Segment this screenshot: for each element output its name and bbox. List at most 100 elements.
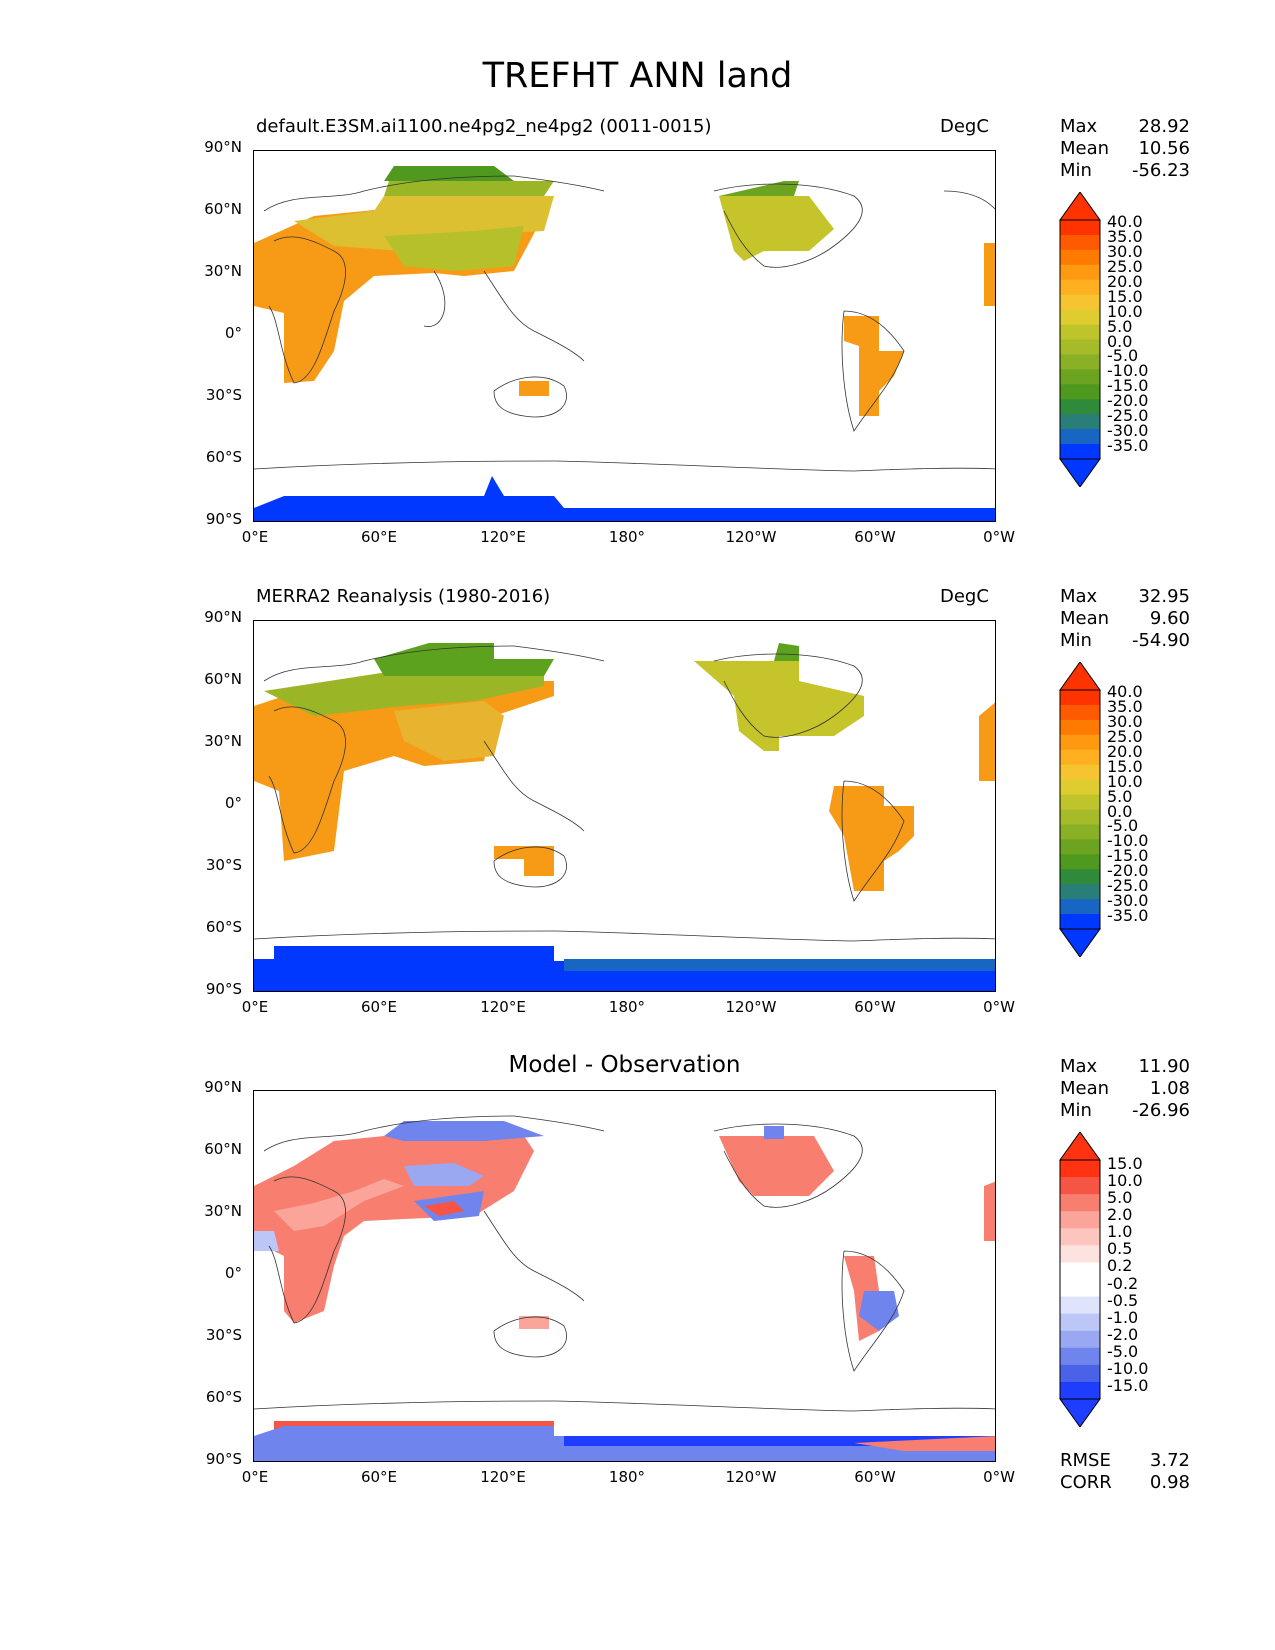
stat-label: Mean <box>1060 138 1110 159</box>
colorbar-swatch <box>1060 809 1100 825</box>
colorbar-frame <box>1059 219 1101 460</box>
colorbar-swatch <box>1060 914 1100 930</box>
colorbar-swatch <box>1060 429 1100 445</box>
lat-label: 60°N <box>204 670 242 688</box>
panel-title: default.E3SM.ai1100.ne4pg2_ne4pg2 (0011-… <box>256 116 712 137</box>
stat-label: Min <box>1060 1100 1092 1121</box>
stat-label: Max <box>1060 1056 1098 1077</box>
stat-value: -26.96 <box>1131 1100 1190 1121</box>
lon-label: 0°E <box>241 1468 269 1486</box>
lon-label: 120°E <box>480 998 526 1016</box>
colorbar-tick-label: 20.0 <box>1107 741 1143 761</box>
colorbar-bottom-cap <box>1059 458 1101 487</box>
colorbar-tick-label: 0.0 <box>1107 801 1133 821</box>
lon-label: 120°W <box>725 1468 777 1486</box>
lat-label: 30°N <box>204 262 242 280</box>
lat-label: 90°N <box>204 608 242 626</box>
lat-label: 0° <box>224 1264 242 1282</box>
colorbar-swatch <box>1060 734 1100 751</box>
colorbar-tick-label: 5.0 <box>1107 786 1133 806</box>
stat-value: 3.72 <box>1149 1450 1190 1471</box>
colorbar-tick-label: -10.0 <box>1107 831 1149 851</box>
diff-field-africa-light <box>254 1231 279 1251</box>
colorbar-tick-label: 5.0 <box>1107 1188 1133 1208</box>
colorbar-tick-label: 10.0 <box>1107 771 1143 791</box>
colorbar-swatch <box>1060 264 1100 281</box>
colorbar-swatch <box>1060 1313 1100 1332</box>
field-namerica <box>719 196 834 261</box>
colorbar-swatch <box>1060 1194 1100 1212</box>
colorbar-swatch <box>1060 794 1100 810</box>
colorbar-tick-label: -5.0 <box>1107 346 1139 366</box>
colorbar-tick-label: -1.0 <box>1107 1307 1139 1327</box>
lat-label: 60°S <box>205 448 242 466</box>
colorbar-swatch <box>1060 369 1100 385</box>
difference-map <box>253 1090 996 1462</box>
colorbar-bottom-cap <box>1059 928 1101 957</box>
field-eurasia-north <box>264 671 544 716</box>
diff-field-east-edge <box>984 1181 995 1241</box>
colorbar-swatch <box>1060 884 1100 900</box>
lon-label: 0°E <box>241 998 269 1016</box>
lon-label: 120°W <box>725 528 777 546</box>
field-samerica <box>844 316 904 416</box>
lat-label: 60°S <box>205 1388 242 1406</box>
colorbar-swatch <box>1060 354 1100 370</box>
colorbar-tick-label: 0.0 <box>1107 331 1133 351</box>
colorbar-tick-label: -35.0 <box>1107 906 1149 926</box>
stat-label: Min <box>1060 160 1092 181</box>
colorbar-tick-label: 35.0 <box>1107 226 1143 246</box>
model-panel: default.E3SM.ai1100.ne4pg2_ne4pg2 (0011-… <box>0 116 1275 610</box>
colorbar-bottom-cap <box>1059 1398 1101 1427</box>
lon-label: 60°W <box>854 528 896 546</box>
difference-map-canvas <box>254 1115 995 1461</box>
panel-title: MERRA2 Reanalysis (1980-2016) <box>256 586 551 607</box>
stat-label: Min <box>1060 630 1092 651</box>
colorbar-swatch <box>1060 294 1100 311</box>
colorbar-swatch <box>1060 704 1100 721</box>
colorbar-swatch <box>1060 399 1100 415</box>
field-siberia <box>384 181 554 196</box>
field-australia <box>494 846 554 876</box>
colorbar-swatch <box>1060 234 1100 251</box>
colorbar-tick-label: 30.0 <box>1107 241 1143 261</box>
colorbar-swatch <box>1060 1177 1100 1195</box>
colorbar-tick-label: -0.5 <box>1107 1290 1139 1310</box>
colorbar-tick-label: 15.0 <box>1107 286 1143 306</box>
colorbar-tick-label: 5.0 <box>1107 316 1133 336</box>
diff-field-namerica <box>719 1136 834 1196</box>
lon-label: 0°E <box>241 528 269 546</box>
lat-label: 30°S <box>205 386 242 404</box>
diff-field-australia <box>519 1316 549 1329</box>
stat-value: 1.08 <box>1149 1078 1190 1099</box>
colorbar-tick-label: 40.0 <box>1107 682 1143 701</box>
colorbar-swatch <box>1060 779 1100 796</box>
stat-value: 11.90 <box>1138 1056 1190 1077</box>
colorbar-tick-label: -25.0 <box>1107 406 1149 426</box>
colorbar-tick-label: 10.0 <box>1107 1171 1143 1191</box>
lat-label: 90°S <box>205 1450 242 1468</box>
colorbar-swatch <box>1060 1160 1100 1178</box>
colorbar-swatch <box>1060 384 1100 400</box>
colorbar-swatch <box>1060 324 1100 340</box>
lat-label: 90°S <box>205 980 242 998</box>
lon-label: 60°E <box>360 998 398 1016</box>
colorbar-swatch <box>1060 309 1100 326</box>
colorbar-tick-label: -10.0 <box>1107 1358 1149 1378</box>
lat-label: 60°N <box>204 200 242 218</box>
model-map-canvas <box>254 166 995 521</box>
lon-label: 0°W <box>983 1468 1015 1486</box>
colorbar-tick-label: -10.0 <box>1107 361 1149 381</box>
stat-value: 32.95 <box>1138 586 1190 607</box>
diff-field-tibet-warm <box>424 1201 464 1216</box>
colorbar <box>1059 192 1101 487</box>
colorbar-swatch <box>1060 824 1100 840</box>
colorbar-swatch <box>1060 249 1100 266</box>
colorbar-tick-label: 0.2 <box>1107 1256 1133 1276</box>
lat-label: 60°S <box>205 918 242 936</box>
colorbar-tick-label: -15.0 <box>1107 846 1149 866</box>
field-antarctica-east <box>564 959 995 971</box>
observation-panel: MERRA2 Reanalysis (1980-2016) DegC <box>0 586 1275 1080</box>
field-australia <box>519 381 549 396</box>
diff-field-siberia-cold <box>384 1121 544 1141</box>
